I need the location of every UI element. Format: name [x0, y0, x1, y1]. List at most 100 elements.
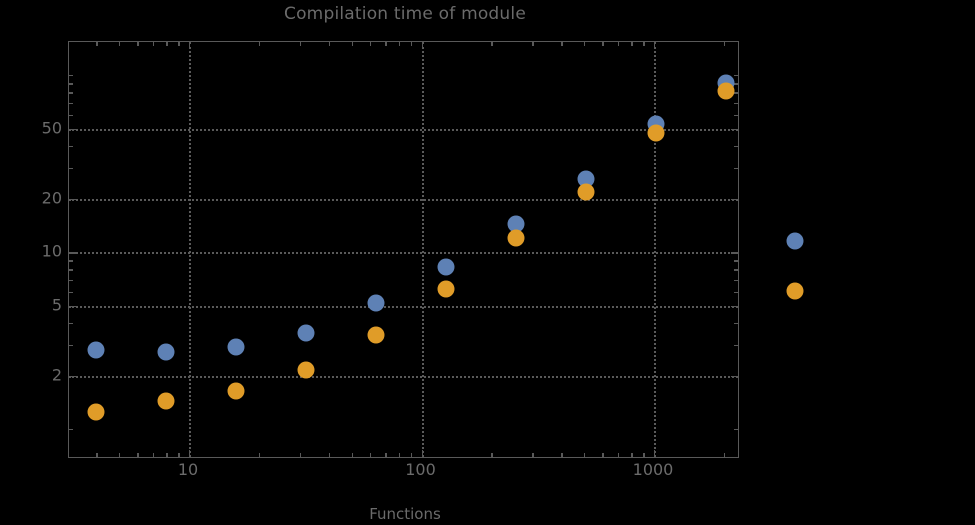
y-axis-minor-tick: [734, 167, 738, 170]
x-axis-minor-tick: [385, 42, 387, 46]
x-axis-minor-tick: [491, 42, 493, 46]
data-point-series1: [786, 232, 804, 250]
y-axis-minor-tick: [734, 145, 738, 147]
y-axis-minor-tick: [734, 260, 738, 262]
x-axis-minor-tick: [631, 453, 633, 457]
x-axis-minor-tick: [602, 453, 604, 457]
x-axis-minor-tick: [617, 453, 620, 457]
y-axis-minor-tick: [69, 269, 73, 271]
y-axis-minor-tick: [734, 92, 738, 94]
x-axis-minor-tick: [369, 453, 372, 457]
x-axis-major-tick: [654, 450, 656, 457]
y-axis-minor-tick: [734, 269, 738, 271]
data-point-series2: [717, 82, 735, 100]
y-axis-minor-tick: [69, 145, 73, 147]
x-axis-minor-tick: [96, 42, 98, 46]
x-axis-minor-tick: [258, 42, 261, 46]
data-point-series2: [157, 392, 175, 410]
data-point-series2: [297, 361, 315, 379]
y-axis-minor-tick: [734, 344, 738, 347]
data-point-series1: [507, 215, 525, 233]
x-axis-minor-tick: [385, 453, 387, 457]
x-axis-minor-tick: [532, 453, 534, 457]
gridline-horizontal: [69, 199, 738, 201]
x-axis-major-tick: [189, 450, 191, 457]
x-axis-minor-tick: [369, 42, 372, 46]
x-axis-minor-tick: [584, 42, 586, 46]
x-axis-minor-tick: [584, 453, 586, 457]
y-axis-minor-tick: [69, 291, 73, 293]
data-point-series1: [577, 170, 595, 188]
x-axis-minor-tick: [166, 453, 168, 457]
x-axis-major-tick: [421, 450, 423, 457]
x-axis-minor-tick: [398, 42, 401, 46]
x-axis-minor-tick: [137, 453, 139, 457]
data-point-series2: [367, 326, 385, 344]
x-axis-minor-tick: [351, 453, 353, 457]
x-axis-minor-tick: [152, 42, 155, 46]
gridline-vertical: [421, 42, 424, 457]
y-axis-major-tick: [731, 376, 738, 378]
x-axis-tick-label: 10: [177, 460, 199, 479]
y-axis-minor-tick: [734, 291, 738, 293]
x-axis-title: Functions: [369, 505, 441, 523]
y-axis-minor-tick: [69, 102, 73, 104]
x-axis-minor-tick: [602, 42, 604, 46]
y-axis-major-tick: [69, 252, 76, 254]
data-point-series1: [157, 343, 175, 361]
y-axis-minor-tick: [69, 75, 73, 77]
data-point-series2: [507, 229, 525, 247]
x-axis-minor-tick: [299, 453, 302, 457]
y-axis-minor-tick: [69, 344, 73, 347]
data-point-series2: [227, 382, 245, 400]
y-axis-major-tick: [69, 199, 76, 201]
x-axis-minor-tick: [410, 453, 413, 457]
x-axis-major-tick: [654, 42, 656, 49]
y-axis-major-tick: [731, 252, 738, 254]
x-axis-minor-tick: [178, 42, 180, 46]
y-axis-major-tick: [731, 305, 738, 307]
x-axis-minor-tick: [137, 42, 139, 46]
y-axis-major-tick: [69, 376, 76, 378]
x-axis-major-tick: [189, 42, 191, 49]
plot-area: [69, 42, 738, 457]
gridline-horizontal: [69, 305, 738, 308]
x-axis-minor-tick: [410, 42, 413, 46]
x-axis-minor-tick: [643, 42, 645, 46]
data-point-series2: [437, 280, 455, 298]
y-axis-minor-tick: [734, 322, 738, 324]
x-axis-tick-label: 100: [405, 460, 436, 479]
y-axis-major-tick: [731, 128, 738, 130]
x-axis-major-tick: [421, 42, 423, 49]
x-axis-minor-tick: [96, 453, 98, 457]
gridline-vertical: [654, 42, 656, 457]
y-axis-minor-tick: [69, 279, 73, 281]
y-axis-minor-tick: [69, 92, 73, 94]
y-axis-minor-tick: [69, 83, 73, 85]
x-axis-tick-label: 1000: [632, 460, 674, 479]
y-axis-minor-tick: [69, 429, 73, 431]
x-axis-minor-tick: [328, 42, 331, 46]
data-point-series2: [87, 403, 105, 421]
x-axis-minor-tick: [617, 42, 620, 46]
gridline-horizontal: [69, 252, 738, 255]
x-axis-minor-tick: [398, 453, 401, 457]
data-point-series2: [647, 124, 665, 142]
y-axis-minor-tick: [734, 75, 738, 77]
y-axis-tick-label: 5: [51, 295, 62, 315]
y-axis-tick-labels: 2 5 10 20 50: [18, 41, 62, 458]
x-axis-minor-tick: [631, 42, 633, 46]
x-axis-minor-tick: [166, 42, 168, 46]
x-axis-minor-tick: [723, 453, 726, 457]
y-axis-minor-tick: [734, 114, 738, 116]
x-axis-minor-tick: [119, 42, 121, 46]
y-axis-minor-tick: [69, 167, 73, 170]
chart-title: Compilation time of module: [284, 4, 526, 24]
data-point-series2: [786, 282, 804, 300]
y-axis-tick-label: 50: [41, 118, 62, 138]
data-point-series1: [227, 338, 245, 356]
x-axis-minor-tick: [491, 453, 493, 457]
x-axis-minor-tick: [723, 42, 726, 46]
y-axis-minor-tick: [734, 279, 738, 281]
x-axis-minor-tick: [643, 453, 645, 457]
